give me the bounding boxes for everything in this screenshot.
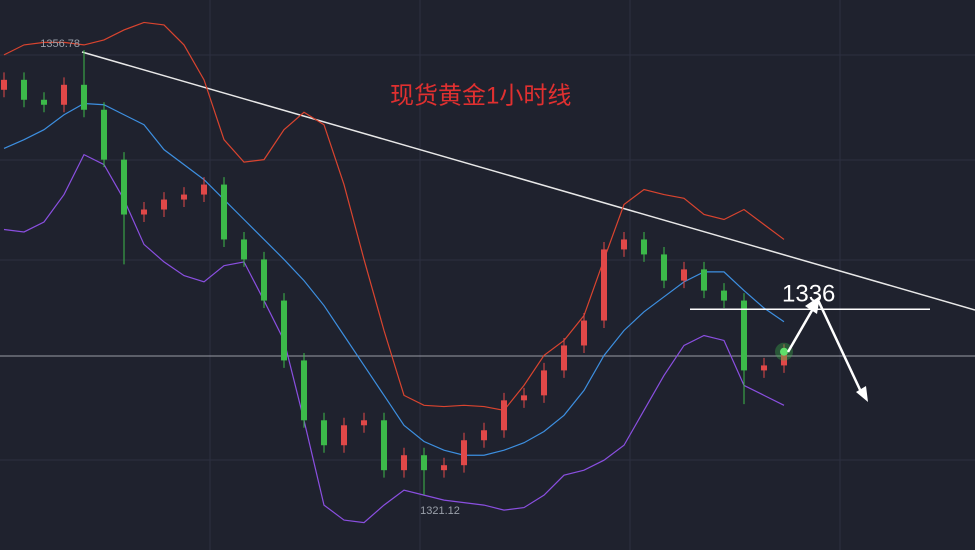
candle-body: [201, 184, 207, 195]
candle-body: [441, 465, 447, 471]
candle-body: [61, 84, 67, 105]
candle-body: [41, 99, 47, 105]
high-label: 1356.78: [40, 38, 80, 50]
current-dot: [780, 347, 788, 356]
candle-body: [501, 400, 507, 431]
candle-body: [141, 209, 147, 215]
candle-body: [521, 395, 527, 401]
arrow-head: [856, 386, 868, 402]
candle-body: [701, 269, 707, 291]
candle-body: [221, 184, 227, 240]
candle-body: [721, 290, 727, 301]
candle-body: [1, 79, 7, 90]
candle-body: [541, 370, 547, 396]
candle-body: [621, 239, 627, 250]
candle-body: [81, 84, 87, 110]
candle-body: [601, 249, 607, 321]
arrow-head: [805, 296, 820, 314]
candle-body: [121, 159, 127, 215]
band-line: [3, 153, 785, 524]
candle-body: [321, 420, 327, 446]
candle-body: [21, 79, 27, 100]
candle-body: [401, 455, 407, 471]
candle-body: [361, 420, 367, 426]
candle-body: [661, 254, 667, 281]
trend-line: [81, 51, 975, 311]
candle-body: [381, 420, 387, 471]
candle-body: [341, 425, 347, 446]
candle-body: [421, 455, 427, 471]
chart-title: 现货黄金1小时线: [390, 82, 571, 109]
candle-body: [761, 365, 767, 371]
candle-body: [281, 300, 287, 361]
candle-body: [481, 430, 487, 441]
candle-body: [161, 199, 167, 210]
band-line: [3, 102, 785, 456]
candle-body: [781, 351, 787, 366]
level-label: 1336: [782, 281, 835, 308]
candle-body: [301, 360, 307, 421]
candle-body: [261, 259, 267, 301]
candle-body: [241, 239, 247, 260]
candle-body: [741, 300, 747, 371]
arrows: [786, 296, 868, 402]
candle-body: [581, 320, 587, 346]
candle-body: [681, 269, 687, 281]
candle-body: [181, 194, 187, 200]
candle-body: [101, 109, 107, 160]
low-label: 1321.12: [420, 505, 460, 517]
candle-body: [561, 345, 567, 371]
candle-body: [461, 440, 467, 466]
band-line: [3, 21, 785, 411]
candle-body: [641, 239, 647, 255]
plot: 1356.78 1321.12 1336: [1, 21, 930, 524]
